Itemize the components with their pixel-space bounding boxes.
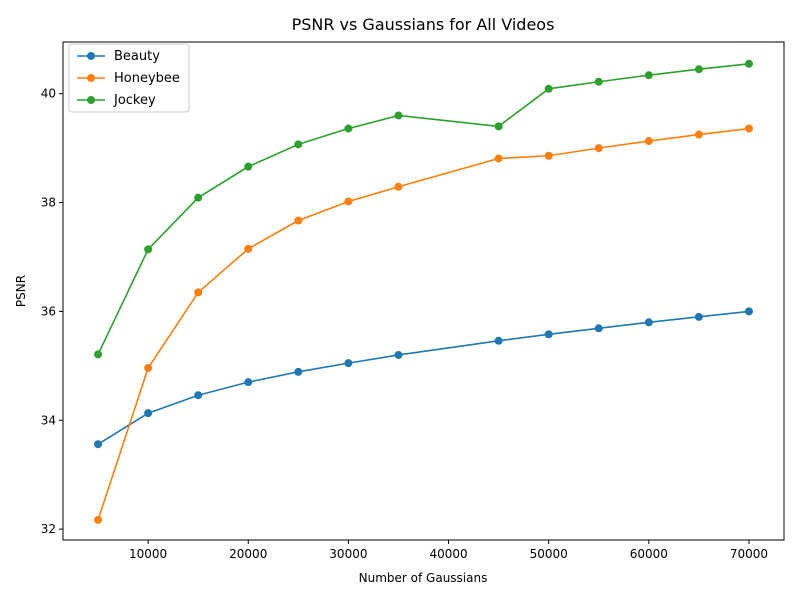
x-tick-label: 30000 bbox=[329, 547, 367, 561]
data-point-jockey bbox=[194, 193, 203, 202]
data-point-beauty bbox=[544, 330, 553, 339]
legend-box bbox=[68, 43, 190, 113]
data-point-honeybee bbox=[644, 137, 653, 146]
plot-frame bbox=[62, 41, 785, 541]
y-tick-label: 40 bbox=[41, 87, 56, 101]
data-point-beauty bbox=[494, 336, 503, 345]
data-point-honeybee bbox=[544, 151, 553, 160]
data-point-honeybee bbox=[194, 288, 203, 297]
y-tick-label: 32 bbox=[41, 522, 56, 536]
data-point-jockey bbox=[644, 71, 653, 80]
series-layer bbox=[94, 59, 753, 524]
series-beauty bbox=[94, 307, 753, 449]
chart-title: PSNR vs Gaussians for All Videos bbox=[292, 15, 555, 34]
data-point-honeybee bbox=[394, 182, 403, 191]
data-point-jockey bbox=[344, 124, 353, 133]
data-point-beauty bbox=[94, 440, 103, 449]
y-tick-label: 38 bbox=[41, 196, 56, 210]
data-point-jockey bbox=[94, 350, 103, 359]
data-point-jockey bbox=[144, 245, 153, 254]
x-tick-label: 70000 bbox=[730, 547, 768, 561]
legend-item-honeybee: Honeybee bbox=[77, 71, 180, 86]
legend-label-beauty: Beauty bbox=[114, 49, 160, 64]
data-point-honeybee bbox=[144, 364, 153, 373]
series-jockey bbox=[94, 59, 753, 359]
x-tick-label: 20000 bbox=[229, 547, 267, 561]
data-point-jockey bbox=[294, 140, 303, 149]
data-point-beauty bbox=[694, 312, 703, 321]
data-point-jockey bbox=[744, 59, 753, 68]
x-tick-label: 60000 bbox=[630, 547, 668, 561]
x-axis-ticks: 10000 20000 30000 40000 50000 60000 70000 bbox=[129, 540, 768, 561]
data-point-jockey bbox=[244, 162, 253, 171]
data-point-beauty bbox=[744, 307, 753, 316]
data-point-honeybee bbox=[694, 130, 703, 139]
data-point-honeybee bbox=[244, 244, 253, 253]
data-point-honeybee bbox=[494, 154, 503, 163]
data-point-beauty bbox=[394, 350, 403, 359]
data-point-jockey bbox=[594, 77, 603, 86]
data-point-beauty bbox=[594, 324, 603, 333]
legend-label-honeybee: Honeybee bbox=[114, 71, 180, 86]
data-point-beauty bbox=[344, 359, 353, 368]
x-axis-label: Number of Gaussians bbox=[359, 571, 488, 585]
data-point-jockey bbox=[544, 84, 553, 93]
x-tick-label: 10000 bbox=[129, 547, 167, 561]
legend-item-beauty: Beauty bbox=[77, 49, 160, 64]
data-point-honeybee bbox=[94, 515, 103, 524]
data-point-jockey bbox=[394, 111, 403, 120]
data-point-honeybee bbox=[594, 144, 603, 153]
y-tick-label: 36 bbox=[41, 304, 56, 318]
x-tick-label: 40000 bbox=[429, 547, 467, 561]
data-point-beauty bbox=[644, 318, 653, 327]
x-tick-label: 50000 bbox=[530, 547, 568, 561]
data-point-jockey bbox=[494, 122, 503, 131]
data-point-beauty bbox=[294, 367, 303, 376]
data-point-honeybee bbox=[294, 216, 303, 225]
plot-area: 10000 20000 30000 40000 50000 60000 70000 32 34… bbox=[41, 41, 785, 561]
y-tick-label: 34 bbox=[41, 413, 56, 427]
legend-marker-beauty bbox=[87, 52, 95, 60]
data-point-beauty bbox=[194, 391, 203, 400]
legend-item-jockey: Jockey bbox=[77, 93, 156, 108]
y-axis-label: PSNR bbox=[14, 275, 28, 307]
series-honeybee bbox=[94, 124, 753, 524]
data-point-honeybee bbox=[744, 124, 753, 133]
legend: Beauty Honeybee Jockey bbox=[68, 43, 190, 113]
legend-label-jockey: Jockey bbox=[113, 93, 156, 108]
data-point-beauty bbox=[244, 378, 253, 387]
legend-marker-jockey bbox=[87, 96, 95, 104]
data-point-jockey bbox=[694, 65, 703, 74]
y-axis-ticks: 32 34 36 38 40 bbox=[41, 87, 63, 536]
legend-marker-honeybee bbox=[87, 74, 95, 82]
data-point-beauty bbox=[144, 409, 153, 418]
data-point-honeybee bbox=[344, 197, 353, 206]
